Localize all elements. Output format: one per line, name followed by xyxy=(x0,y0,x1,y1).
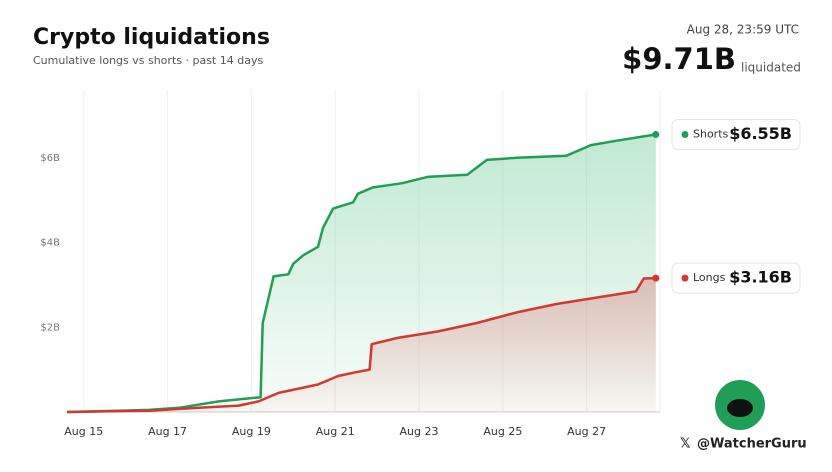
end-value-label: $6.55B xyxy=(729,124,792,143)
x-tick-label: Aug 15 xyxy=(64,425,103,438)
legend-name: Longs xyxy=(693,271,726,284)
y-tick-label: $6B xyxy=(40,153,60,164)
x-tick-label: Aug 17 xyxy=(148,425,187,438)
x-tick-label: Aug 19 xyxy=(232,425,271,438)
x-tick-label: Aug 27 xyxy=(567,425,606,438)
line xyxy=(66,276,656,414)
y-tick-label: $2B xyxy=(40,322,60,333)
legend-dot xyxy=(681,130,689,138)
x-logo: 𝕏 xyxy=(680,437,691,452)
end-dot xyxy=(652,130,660,138)
legend-box xyxy=(671,118,801,150)
timestamp: Aug 28, 23:59 UTC xyxy=(687,23,799,37)
end-value-label: $3.16B xyxy=(729,268,792,287)
legend-name: Shorts xyxy=(693,127,729,140)
total-caption: liquidated xyxy=(741,61,801,75)
legend-dot xyxy=(681,274,689,282)
logo-mark xyxy=(727,399,753,417)
legend-label: Shorts $6.55B xyxy=(671,118,801,150)
area xyxy=(67,278,656,412)
x-tick-label: Aug 23 xyxy=(400,425,439,438)
legend-label: Longs $3.16B xyxy=(671,262,801,294)
legend-box xyxy=(671,262,801,294)
watermark: @WatcherGuru xyxy=(697,437,807,452)
total-value: $9.71B xyxy=(622,42,736,76)
x-tick-label: Aug 21 xyxy=(316,425,355,438)
chart-title: Crypto liquidations xyxy=(33,25,270,50)
line xyxy=(66,133,656,414)
end-dot xyxy=(652,274,660,282)
y-tick-label: $4B xyxy=(40,238,60,249)
x-tick-label: Aug 25 xyxy=(483,425,522,438)
chart-subtitle: Cumulative longs vs shorts · past 14 day… xyxy=(33,54,263,67)
